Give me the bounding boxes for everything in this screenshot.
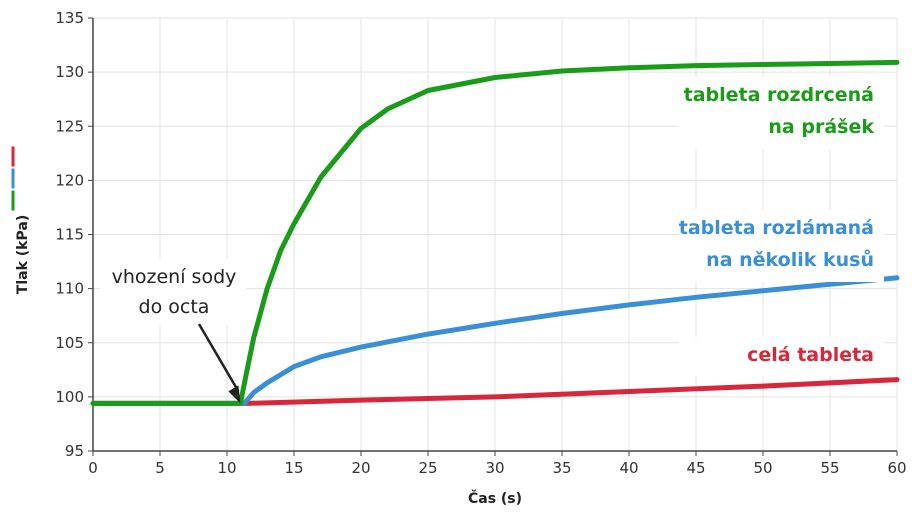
y-tick-label-110: 110 bbox=[55, 280, 84, 298]
series-label-red-line-1: celá tableta bbox=[747, 344, 874, 366]
annotation-line-1: vhození sody bbox=[112, 266, 237, 288]
y-tick-label-125: 125 bbox=[55, 117, 84, 135]
series-label-red-text: celá tableta bbox=[747, 344, 874, 366]
series-label-blue-text: tableta rozlámaná na několik kusů bbox=[679, 217, 874, 271]
series-label-red: celá tableta bbox=[679, 337, 884, 376]
x-tick-label-60: 60 bbox=[887, 459, 906, 477]
series-label-green-line-2: na prášek bbox=[768, 116, 874, 138]
x-tick-label-50: 50 bbox=[753, 459, 772, 477]
series-line-blue bbox=[90, 275, 900, 406]
y-tick-label-115: 115 bbox=[55, 226, 84, 244]
y-tick-label-95: 95 bbox=[65, 442, 84, 460]
series-label-green-line-1: tableta rozdrcená bbox=[684, 84, 874, 106]
x-tick-label-10: 10 bbox=[217, 459, 236, 477]
y-axis-title: Tlak (kPa) bbox=[15, 215, 31, 294]
series-lines bbox=[90, 59, 900, 406]
x-tick-label-40: 40 bbox=[619, 459, 638, 477]
x-tick-label-30: 30 bbox=[485, 459, 504, 477]
annotation-line-2: do octa bbox=[139, 296, 210, 318]
x-tick-label-5: 5 bbox=[155, 459, 165, 477]
x-tick-label-15: 15 bbox=[284, 459, 303, 477]
annotation: vhození sody do octa bbox=[100, 259, 246, 404]
series-label-blue-line-1: tableta rozlámaná bbox=[679, 217, 874, 239]
series-label-blue-background bbox=[679, 210, 884, 282]
series-line-green bbox=[90, 59, 900, 406]
x-tick-label-45: 45 bbox=[686, 459, 705, 477]
y-tick-labels: 95 100 105 110 115 120 125 130 135 bbox=[55, 9, 93, 460]
series-label-green-background bbox=[679, 77, 884, 149]
y-tick-label-135: 135 bbox=[55, 9, 84, 27]
x-tick-labels: 0 5 10 15 20 25 30 35 40 45 50 55 60 bbox=[88, 451, 907, 477]
annotation-background bbox=[100, 259, 246, 325]
annotation-text: vhození sody do octa bbox=[112, 266, 237, 318]
annotation-arrow-head bbox=[228, 385, 241, 404]
y-tick-label-105: 105 bbox=[55, 334, 84, 352]
series-label-blue-line-2: na několik kusů bbox=[706, 248, 874, 271]
y-tick-label-120: 120 bbox=[55, 171, 84, 189]
x-tick-label-0: 0 bbox=[88, 459, 98, 477]
y-tick-label-130: 130 bbox=[55, 63, 84, 81]
series-label-green-text: tableta rozdrcená na prášek bbox=[684, 84, 875, 138]
series-label-blue: tableta rozlámaná na několik kusů bbox=[679, 210, 884, 282]
series-label-green: tableta rozdrcená na prášek bbox=[679, 77, 884, 149]
x-tick-label-55: 55 bbox=[820, 459, 839, 477]
annotation-arrow-shaft bbox=[197, 323, 240, 393]
y-axis-title-group: Tlak (kPa) bbox=[11, 146, 31, 294]
x-tick-label-20: 20 bbox=[351, 459, 370, 477]
y-tick-label-100: 100 bbox=[55, 388, 84, 406]
x-tick-label-25: 25 bbox=[418, 459, 437, 477]
x-tick-label-35: 35 bbox=[552, 459, 571, 477]
series-labels: tableta rozdrcená na prášek tableta rozlám… bbox=[679, 77, 884, 376]
series-label-red-background bbox=[679, 337, 884, 376]
x-axis-title: Čas (s) bbox=[468, 489, 522, 507]
